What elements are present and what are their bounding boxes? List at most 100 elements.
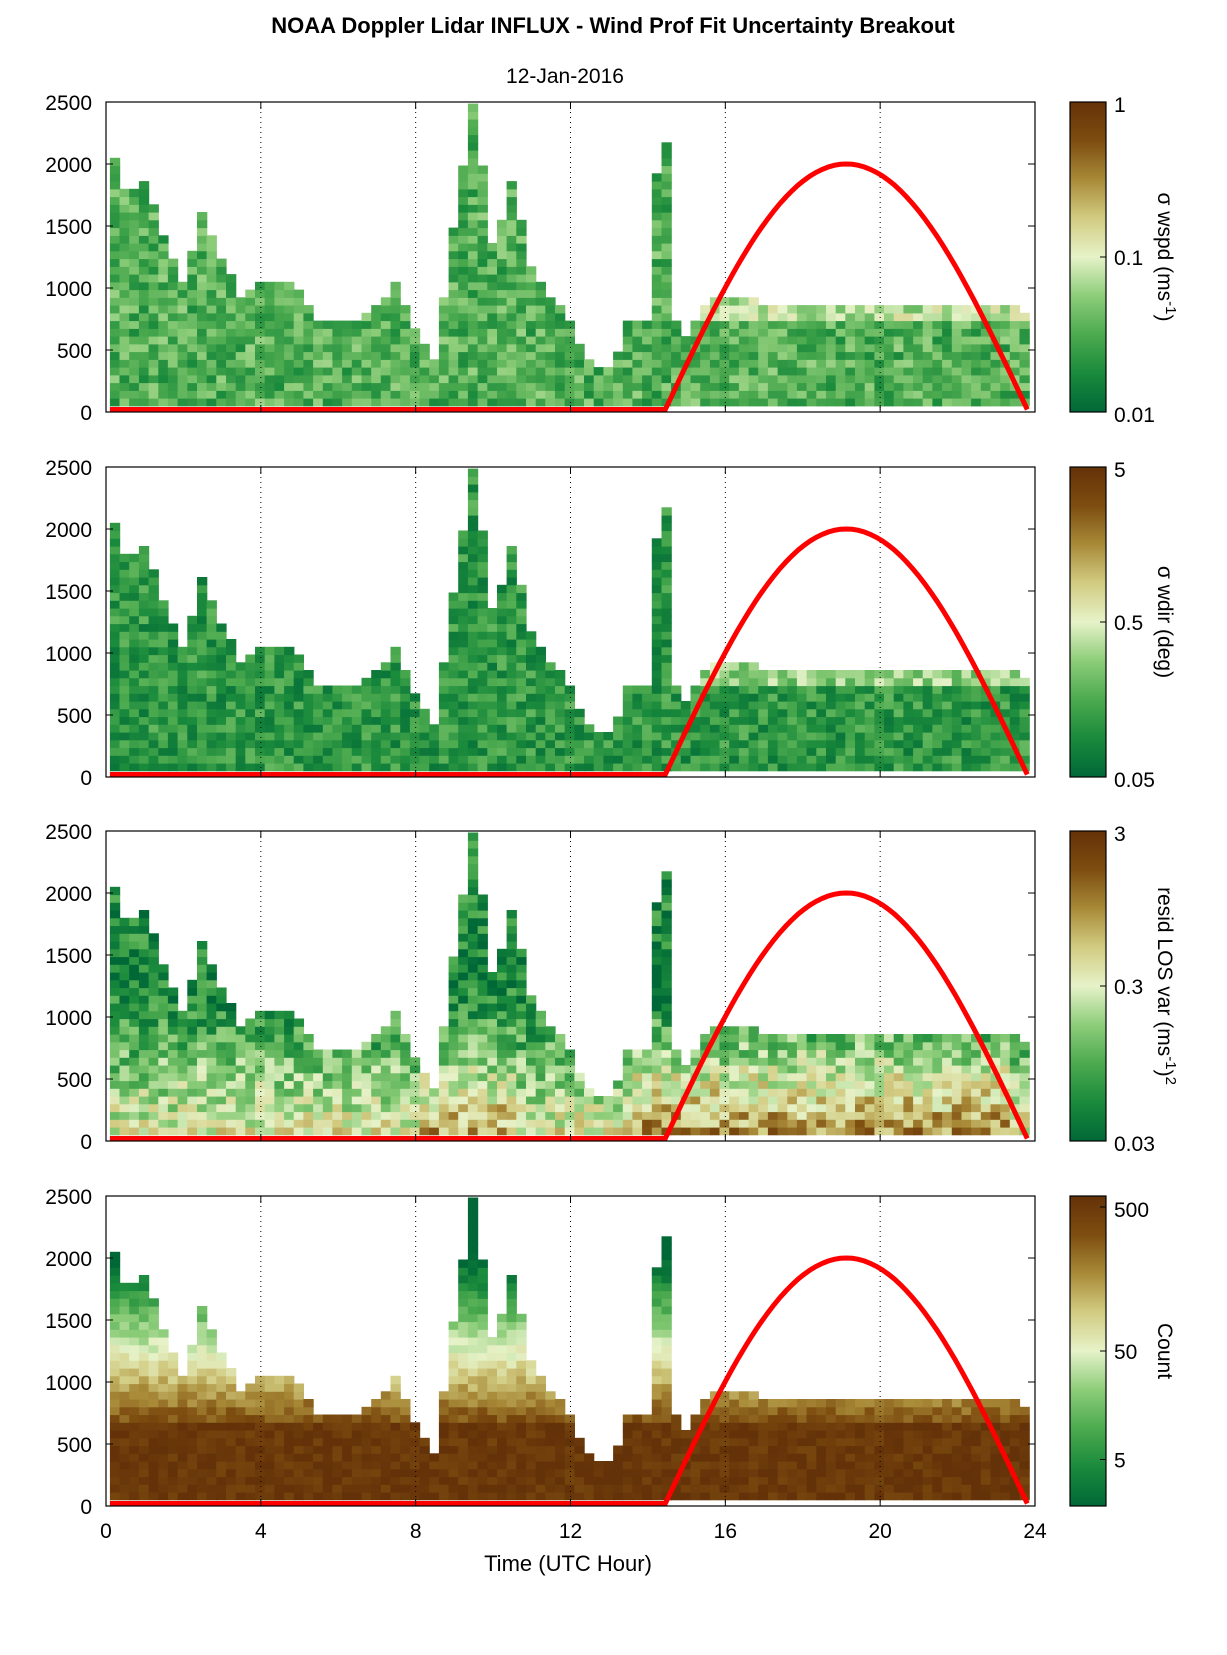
heatmap-cell — [235, 1430, 246, 1439]
heatmap-cell — [738, 305, 750, 314]
heatmap-cell — [138, 1476, 150, 1485]
heatmap-cell — [206, 235, 217, 244]
heatmap-cell — [603, 398, 614, 407]
heatmap-cell — [826, 1072, 837, 1082]
heatmap-cell — [458, 755, 469, 764]
heatmap-cell — [216, 1476, 227, 1485]
heatmap-cell — [129, 708, 140, 718]
heatmap-cell — [158, 1360, 169, 1369]
heatmap-cell — [855, 374, 866, 384]
heatmap-cell — [477, 972, 488, 981]
heatmap-cell — [835, 398, 846, 407]
heatmap-cell — [303, 312, 314, 322]
heatmap-cell — [487, 979, 498, 989]
heatmap-cell — [158, 755, 169, 764]
heatmap-cell — [458, 250, 469, 260]
heatmap-cell — [477, 359, 488, 368]
heatmap-cell — [167, 639, 179, 648]
heatmap-cell — [651, 1088, 663, 1097]
heatmap-cell — [148, 701, 159, 710]
heatmap-cell — [603, 1103, 614, 1113]
heatmap-cell — [109, 1437, 121, 1447]
heatmap-cell — [990, 670, 1001, 679]
heatmap-cell — [1009, 320, 1021, 329]
heatmap-cell — [758, 312, 769, 322]
heatmap-cell — [526, 1111, 537, 1120]
heatmap-cell — [961, 1080, 972, 1089]
heatmap-cell — [429, 732, 440, 741]
heatmap-cell — [284, 374, 295, 384]
heatmap-cell — [990, 763, 1001, 772]
heatmap-cell — [458, 281, 469, 291]
heatmap-cell — [351, 1057, 363, 1066]
heatmap-cell — [255, 1399, 266, 1408]
heatmap-cell — [226, 732, 237, 741]
heatmap-cell — [303, 1127, 314, 1136]
heatmap-cell — [371, 670, 382, 679]
heatmap-cell — [119, 685, 130, 694]
heatmap-cell — [361, 374, 372, 384]
heatmap-cell — [709, 320, 721, 329]
heatmap-cell — [119, 724, 130, 733]
heatmap-cell — [738, 359, 750, 368]
heatmap-cell — [961, 359, 972, 368]
heatmap-cell — [400, 1111, 411, 1120]
heatmap-cell — [477, 546, 488, 555]
heatmap-cell — [487, 716, 498, 725]
heatmap-cell — [506, 677, 517, 687]
heatmap-cell — [477, 343, 488, 353]
heatmap-cell — [835, 1111, 846, 1120]
heatmap-cell — [187, 732, 198, 741]
heatmap-cell — [390, 716, 401, 725]
heatmap-cell — [129, 917, 140, 927]
heatmap-cell — [458, 1119, 469, 1128]
heatmap-cell — [487, 708, 498, 718]
heatmap-cell — [109, 1422, 121, 1431]
heatmap-cell — [680, 755, 692, 764]
heatmap-cell — [864, 1041, 875, 1051]
heatmap-cell — [390, 1010, 401, 1020]
heatmap-cell — [796, 755, 808, 764]
heatmap-cell — [477, 654, 488, 663]
heatmap-cell — [177, 1127, 188, 1136]
heatmap-cell — [148, 956, 159, 965]
heatmap-cell — [197, 755, 208, 764]
heatmap-cell — [487, 615, 498, 625]
heatmap-cell — [197, 243, 208, 252]
heatmap-cell — [506, 964, 517, 973]
heatmap-cell — [796, 1065, 808, 1074]
heatmap-cell — [264, 281, 275, 291]
heatmap-cell — [409, 708, 421, 718]
heatmap-cell — [216, 677, 227, 687]
heatmap-cell — [855, 390, 866, 399]
heatmap-cell — [516, 359, 527, 368]
heatmap-cell — [990, 328, 1001, 337]
heatmap-cell — [884, 343, 895, 353]
heatmap-cell — [506, 1034, 517, 1043]
heatmap-cell — [274, 1088, 285, 1097]
heatmap-cell — [497, 584, 508, 594]
heatmap-cell — [293, 320, 304, 329]
heatmap-cell — [545, 763, 556, 772]
heatmap-cell — [884, 716, 895, 725]
heatmap-cell — [313, 701, 324, 710]
heatmap-cell — [835, 1088, 846, 1097]
heatmap-cell — [942, 328, 953, 337]
heatmap-cell — [284, 1422, 295, 1431]
heatmap-cell — [564, 390, 575, 399]
heatmap-cell — [922, 747, 933, 756]
heatmap-cell — [138, 1445, 150, 1454]
heatmap-cell — [874, 708, 885, 718]
heatmap-cell — [497, 258, 508, 267]
heatmap-cell — [477, 1111, 488, 1120]
heatmap-cell — [342, 1057, 353, 1066]
heatmap-cell — [806, 367, 817, 376]
heatmap-cell — [342, 374, 353, 384]
heatmap-cell — [1009, 716, 1021, 725]
heatmap-cell — [651, 219, 663, 229]
heatmap-cell — [467, 693, 479, 702]
heatmap-cell — [806, 708, 817, 718]
heatmap-cell — [274, 1072, 285, 1082]
heatmap-cell — [884, 1080, 895, 1089]
heatmap-cell — [913, 701, 924, 710]
